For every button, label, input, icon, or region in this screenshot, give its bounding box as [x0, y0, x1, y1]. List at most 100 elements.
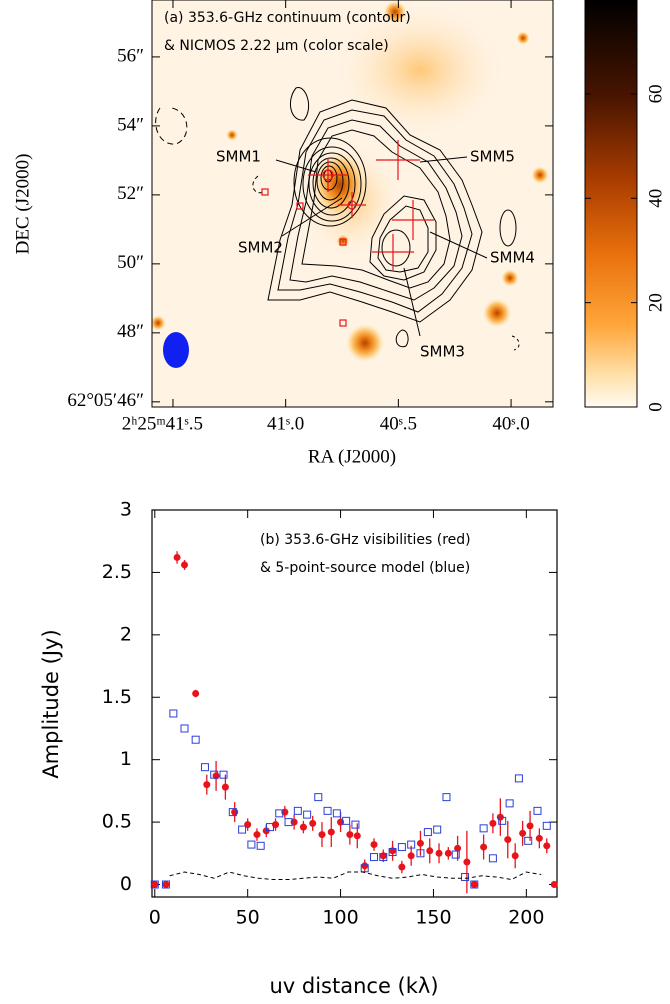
model-point	[265, 823, 274, 832]
model-point	[169, 709, 178, 718]
model-point	[256, 841, 265, 850]
x-tick-label: 40ˢ.0	[492, 413, 529, 434]
y-tick-label: 2.5	[102, 561, 132, 583]
x-tick-label: 150	[415, 907, 451, 929]
y-tick-label: 54″	[117, 114, 144, 135]
y-tick-label: 62°05′46″	[67, 390, 144, 411]
x-tick-label: 40ˢ.5	[380, 413, 417, 434]
visibility-point	[151, 881, 159, 889]
visibility-point	[370, 841, 378, 849]
model-point	[360, 864, 369, 873]
model-point	[370, 853, 379, 862]
model-point	[351, 820, 360, 829]
colorbar-tick-label: 40	[645, 189, 666, 208]
annotation: (b) 353.6-GHz visibilities (red)	[260, 532, 471, 548]
source-label: SMM3	[420, 343, 465, 361]
visibility-point	[221, 783, 229, 791]
model-point	[238, 825, 247, 834]
visibility-point	[299, 823, 307, 831]
visibility-point	[162, 881, 170, 889]
colorbar-tick-label: 20	[645, 293, 666, 312]
model-point	[191, 735, 200, 744]
source-markers	[261, 140, 434, 327]
y-tick-label: 3	[120, 499, 132, 521]
model-point	[461, 873, 470, 882]
model-point	[342, 816, 351, 825]
model-point	[200, 763, 209, 772]
model-point	[314, 793, 323, 802]
model-point	[433, 825, 442, 834]
visibility-point	[454, 844, 462, 852]
noise-line	[169, 871, 542, 881]
model-point	[323, 806, 332, 815]
visibility-point	[203, 781, 211, 789]
y-tick-label: 50″	[117, 252, 144, 273]
visibility-point	[416, 839, 424, 847]
visibility-point	[327, 828, 335, 836]
model-point	[533, 806, 542, 815]
model-point	[407, 840, 416, 849]
panel-a-frame	[151, 0, 554, 408]
visibility-point	[470, 881, 478, 889]
y-axis-label: Amplitude (Jy)	[39, 629, 63, 778]
visibility-point	[463, 858, 471, 866]
x-tick-label: 2ʰ25ᵐ41ˢ.5	[122, 413, 203, 434]
y-tick-label: 56″	[117, 45, 144, 66]
source-label: SMM2	[238, 239, 283, 257]
model-point	[150, 880, 159, 889]
visibility-point	[346, 831, 354, 839]
model-point	[514, 774, 523, 783]
model-point	[332, 809, 341, 818]
y-tick-label: 1	[120, 748, 132, 770]
visibility-point	[489, 819, 497, 827]
model-point	[303, 810, 312, 819]
visibility-point	[398, 863, 406, 871]
x-tick-label: 0	[149, 907, 161, 929]
model-point	[228, 808, 237, 817]
visibility-point	[389, 847, 397, 855]
visibility-point	[519, 829, 527, 837]
visibility-point	[253, 831, 261, 839]
visibility-point	[480, 843, 488, 851]
annotation: & NICMOS 2.22 μm (color scale)	[164, 38, 389, 54]
y-tick-label: 52″	[117, 183, 144, 204]
model-point	[161, 880, 170, 889]
visibility-point	[426, 847, 434, 855]
x-tick-label: 100	[322, 907, 358, 929]
x-tick-label: 41ˢ.0	[267, 413, 304, 434]
visibility-point	[435, 849, 443, 857]
model-point	[210, 770, 219, 779]
panel-b-frame	[151, 509, 558, 898]
visibility-point	[543, 842, 551, 850]
beam	[163, 332, 189, 368]
leader-lines	[275, 156, 488, 337]
model-point	[397, 843, 406, 852]
model-point	[219, 770, 228, 779]
model-point	[388, 848, 397, 857]
model-point	[180, 724, 189, 733]
source-label: SMM4	[490, 249, 535, 267]
visibility-point	[526, 822, 534, 830]
x-axis-label: RA (J2000)	[308, 446, 396, 467]
model-point	[479, 824, 488, 833]
visibility-point	[309, 819, 317, 827]
colorbar-tick-label: 60	[645, 84, 666, 103]
contours	[155, 87, 520, 351]
model-point	[247, 840, 256, 849]
model-point	[275, 809, 284, 818]
x-tick-label: 50	[236, 907, 260, 929]
y-tick-label: 48″	[117, 321, 144, 342]
model-point	[293, 806, 302, 815]
colorbar	[584, 0, 638, 408]
visibility-point	[550, 881, 558, 889]
visibility-point	[181, 561, 189, 569]
model-point	[416, 849, 425, 858]
model-point	[284, 818, 293, 827]
model-point	[442, 793, 451, 802]
visibility-point	[407, 852, 415, 860]
x-tick-label: 200	[508, 907, 544, 929]
y-tick-label: 1.5	[102, 686, 132, 708]
model-point	[451, 850, 460, 859]
visibility-point	[444, 849, 452, 857]
